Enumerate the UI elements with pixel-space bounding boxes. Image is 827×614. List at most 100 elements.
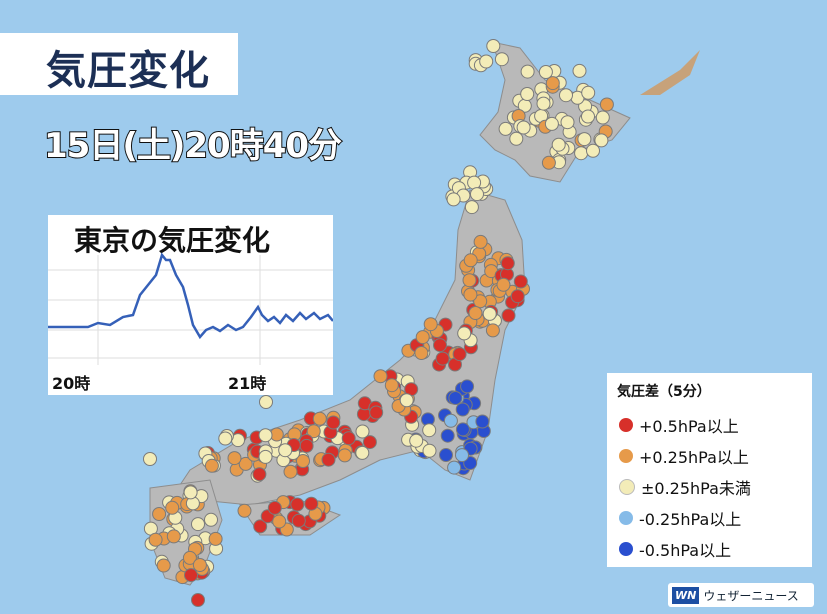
- station-dot: [296, 454, 310, 468]
- station-dot: [501, 308, 516, 323]
- legend-item: +0.5hPa以上: [619, 413, 739, 437]
- legend-label: -0.25hPa以上: [639, 510, 742, 529]
- station-dot: [227, 451, 242, 466]
- legend-item: -0.5hPa以上: [619, 537, 731, 561]
- station-dot: [191, 593, 205, 607]
- station-dot: [544, 116, 559, 131]
- station-dot: [551, 137, 566, 152]
- station-dot: [479, 54, 494, 69]
- station-dot: [143, 452, 157, 466]
- legend-title: 気圧差（5分）: [617, 384, 711, 400]
- station-dot: [259, 395, 273, 409]
- station-dot: [422, 443, 437, 458]
- legend: 気圧差（5分） +0.5hPa以上 +0.25hPa以上 ±0.25hPa未満 …: [607, 373, 812, 567]
- station-dot: [369, 405, 384, 420]
- inset-chart: 東京の気圧変化 20時 21時: [48, 215, 333, 395]
- station-dot: [204, 458, 219, 473]
- station-dot: [191, 517, 205, 532]
- station-dot: [152, 507, 167, 521]
- station-dot: [520, 64, 535, 79]
- station-dot: [165, 500, 180, 515]
- legend-label: ±0.25hPa未満: [641, 479, 751, 498]
- station-dot: [599, 97, 614, 112]
- station-dot: [581, 85, 596, 100]
- station-dot: [455, 422, 470, 437]
- station-dot: [482, 306, 497, 321]
- station-dot: [267, 500, 282, 515]
- station-dot: [447, 460, 462, 475]
- logo-text: ウェザーニュース: [703, 588, 799, 603]
- station-dot: [595, 110, 610, 125]
- station-dot: [326, 415, 341, 430]
- station-dot: [485, 323, 500, 338]
- station-dot: [184, 568, 198, 583]
- station-dot: [446, 192, 461, 207]
- station-dot: [520, 87, 535, 101]
- station-dot: [422, 423, 437, 438]
- station-dot: [253, 519, 268, 534]
- station-dot: [321, 452, 336, 467]
- station-dot: [415, 330, 430, 345]
- station-dot: [460, 379, 475, 394]
- station-dot: [462, 273, 477, 288]
- station-dot: [312, 411, 327, 426]
- station-dot: [496, 277, 511, 292]
- station-dot: [494, 52, 509, 67]
- station-dot: [586, 143, 600, 158]
- station-dot: [439, 448, 453, 462]
- station-dot: [455, 448, 469, 463]
- station-dot: [278, 443, 293, 458]
- station-dot: [500, 256, 515, 271]
- inset-x-label: 21時: [228, 374, 267, 393]
- inset-x-label: 20時: [52, 374, 91, 393]
- station-dot: [304, 496, 319, 511]
- inset-plot: [48, 252, 333, 365]
- station-dot: [337, 448, 352, 463]
- station-dot: [208, 531, 223, 546]
- station-dot: [291, 513, 306, 528]
- station-dot: [373, 369, 388, 384]
- station-dot: [166, 529, 181, 544]
- legend-item: ±0.25hPa未満: [619, 475, 751, 499]
- station-dot: [536, 96, 551, 111]
- station-dot: [440, 428, 455, 443]
- logo: WN ウェザーニュース: [668, 583, 814, 607]
- station-dot: [473, 234, 488, 249]
- station-dot: [192, 558, 207, 572]
- station-dot: [156, 558, 171, 573]
- station-dot: [510, 289, 525, 304]
- station-dot: [560, 115, 575, 130]
- title: 気圧変化: [46, 48, 210, 94]
- station-dot: [475, 414, 490, 429]
- station-dot: [182, 550, 197, 565]
- station-dot: [423, 317, 438, 332]
- legend-item: +0.25hPa以上: [619, 444, 749, 468]
- station-dot: [509, 131, 524, 146]
- station-dot: [306, 424, 321, 439]
- station-dot: [148, 532, 163, 547]
- station-dot: [399, 393, 414, 408]
- station-dot: [455, 402, 470, 417]
- legend-label: -0.5hPa以上: [639, 541, 732, 560]
- station-dot: [299, 438, 314, 453]
- station-dot: [463, 253, 478, 268]
- station-dot: [448, 391, 463, 405]
- inset-title: 東京の気圧変化: [74, 224, 271, 257]
- station-dot: [355, 445, 370, 460]
- station-dot: [473, 294, 488, 309]
- date: 15日(土)20時40分: [43, 125, 343, 167]
- station-dot: [290, 497, 305, 512]
- station-dot: [384, 378, 399, 393]
- station-dot: [443, 413, 458, 428]
- legend-label: +0.5hPa以上: [639, 417, 739, 436]
- station-dot: [559, 88, 573, 103]
- station-dot: [258, 428, 273, 443]
- station-dot: [433, 338, 447, 353]
- station-dot: [541, 155, 556, 170]
- station-dot: [457, 326, 472, 341]
- station-dot: [464, 200, 479, 215]
- station-dot: [577, 132, 592, 147]
- station-dot: [252, 467, 267, 482]
- station-dot: [435, 351, 450, 366]
